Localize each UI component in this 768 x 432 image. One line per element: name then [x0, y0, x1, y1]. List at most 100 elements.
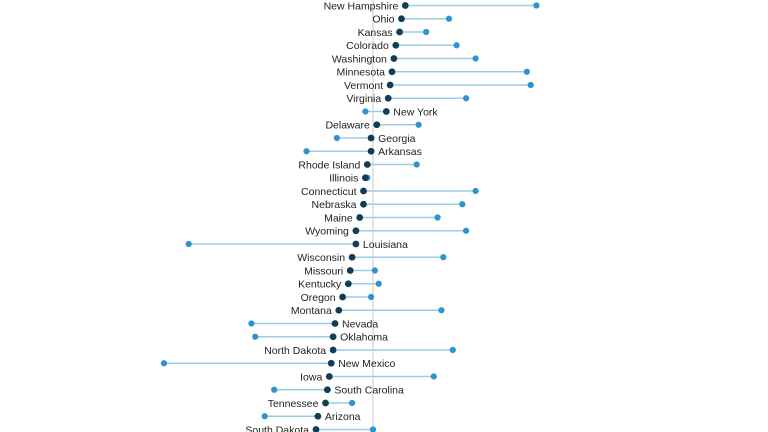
- start-point-arkansas: [367, 147, 375, 155]
- end-point-louisiana: [185, 240, 192, 248]
- end-point-kansas: [423, 28, 430, 36]
- end-point-vermont: [527, 81, 534, 89]
- state-label-rhode-island: Rhode Island: [298, 159, 360, 171]
- state-label-missouri: Missouri: [304, 265, 343, 277]
- end-point-wyoming: [463, 227, 470, 234]
- state-label-colorado: Colorado: [346, 40, 389, 52]
- state-label-nebraska: Nebraska: [312, 199, 357, 211]
- state-label-wisconsin: Wisconsin: [297, 252, 345, 264]
- end-point-wisconsin: [440, 254, 447, 261]
- state-label-wyoming: Wyoming: [305, 226, 349, 238]
- state-label-south-dakota: South Dakota: [245, 424, 309, 432]
- end-point-arizona: [261, 413, 268, 420]
- start-point-rhode-island: [363, 161, 371, 168]
- state-label-connecticut: Connecticut: [301, 186, 357, 198]
- start-point-vermont: [386, 81, 394, 89]
- state-label-oklahoma: Oklahoma: [340, 332, 388, 344]
- state-label-kentucky: Kentucky: [298, 279, 342, 291]
- state-label-oregon: Oregon: [301, 292, 336, 304]
- state-label-minnesota: Minnesota: [337, 67, 386, 79]
- state-label-south-carolina: South Carolina: [334, 385, 404, 397]
- start-point-south-carolina: [324, 386, 331, 394]
- end-point-new-mexico: [160, 360, 168, 367]
- state-label-kansas: Kansas: [358, 27, 393, 39]
- start-point-missouri: [346, 267, 354, 274]
- end-point-nebraska: [459, 201, 466, 208]
- state-label-new-hampshire: New Hampshire: [324, 0, 399, 12]
- start-point-iowa: [325, 373, 333, 380]
- end-point-connecticut: [472, 187, 479, 195]
- start-point-oregon: [339, 293, 346, 301]
- end-point-arkansas: [303, 148, 310, 155]
- end-point-new-hampshire: [533, 2, 540, 9]
- start-point-connecticut: [360, 187, 367, 195]
- end-point-kentucky: [375, 280, 382, 287]
- end-point-georgia: [333, 134, 340, 142]
- start-point-wyoming: [352, 227, 360, 235]
- state-label-virginia: Virginia: [346, 93, 381, 105]
- connector-layer: [164, 4, 537, 431]
- state-label-iowa: Iowa: [300, 371, 322, 383]
- start-point-arizona: [314, 412, 322, 420]
- start-point-north-dakota: [329, 346, 337, 354]
- end-point-rhode-island: [413, 161, 420, 168]
- end-point-virginia: [463, 95, 470, 102]
- start-point-louisiana: [352, 240, 360, 248]
- end-point-colorado: [453, 42, 460, 49]
- start-point-new-mexico: [327, 359, 335, 367]
- start-point-wisconsin: [348, 253, 356, 261]
- state-label-ohio: Ohio: [372, 14, 394, 26]
- end-point-ohio: [445, 15, 453, 22]
- state-label-new-mexico: New Mexico: [338, 358, 395, 370]
- end-point-maine: [434, 214, 441, 221]
- start-point-new-hampshire: [401, 2, 409, 9]
- state-label-illinois: Illinois: [329, 173, 358, 185]
- state-label-tennessee: Tennessee: [268, 398, 319, 410]
- start-point-kentucky: [344, 280, 352, 288]
- start-point-tennessee: [322, 399, 329, 407]
- end-point-delaware: [415, 121, 422, 128]
- start-point-south-dakota: [312, 426, 320, 432]
- start-point-montana: [335, 306, 343, 314]
- end-point-nevada: [248, 320, 255, 327]
- state-label-arkansas: Arkansas: [378, 146, 422, 158]
- end-point-new-york: [362, 108, 369, 115]
- end-point-washington: [472, 55, 479, 62]
- end-point-oregon: [368, 293, 375, 301]
- start-point-kansas: [396, 28, 403, 36]
- start-point-nevada: [331, 320, 339, 327]
- start-point-nebraska: [360, 200, 367, 208]
- start-point-virginia: [384, 94, 392, 102]
- state-label-north-dakota: North Dakota: [264, 345, 326, 357]
- state-label-washington: Washington: [332, 53, 387, 65]
- start-point-delaware: [373, 121, 381, 129]
- end-point-south-carolina: [271, 386, 278, 393]
- end-point-south-dakota: [369, 426, 377, 432]
- start-point-oklahoma: [329, 333, 337, 341]
- state-label-vermont: Vermont: [344, 80, 383, 92]
- end-point-oklahoma: [252, 333, 259, 340]
- end-point-tennessee: [349, 399, 356, 407]
- start-point-colorado: [392, 41, 400, 49]
- end-point-montana: [438, 307, 445, 314]
- start-point-ohio: [398, 15, 405, 23]
- state-label-arizona: Arizona: [325, 411, 361, 423]
- start-point-new-york: [382, 108, 390, 115]
- state-label-georgia: Georgia: [378, 133, 416, 145]
- start-point-washington: [390, 55, 398, 62]
- start-point-minnesota: [388, 68, 396, 76]
- state-label-montana: Montana: [291, 305, 332, 317]
- point-layer: [160, 2, 540, 432]
- start-point-georgia: [367, 134, 375, 142]
- state-label-layer: New Hampshire OhioKansasColoradoWashingto…: [245, 0, 438, 432]
- start-point-illinois: [362, 174, 369, 182]
- end-point-north-dakota: [449, 346, 456, 354]
- state-label-delaware: Delaware: [325, 120, 370, 132]
- state-label-new-york: New York: [393, 106, 438, 118]
- end-point-iowa: [430, 373, 437, 380]
- state-label-louisiana: Louisiana: [363, 239, 408, 251]
- end-point-minnesota: [523, 68, 531, 75]
- end-point-missouri: [371, 267, 378, 274]
- start-point-maine: [356, 214, 364, 221]
